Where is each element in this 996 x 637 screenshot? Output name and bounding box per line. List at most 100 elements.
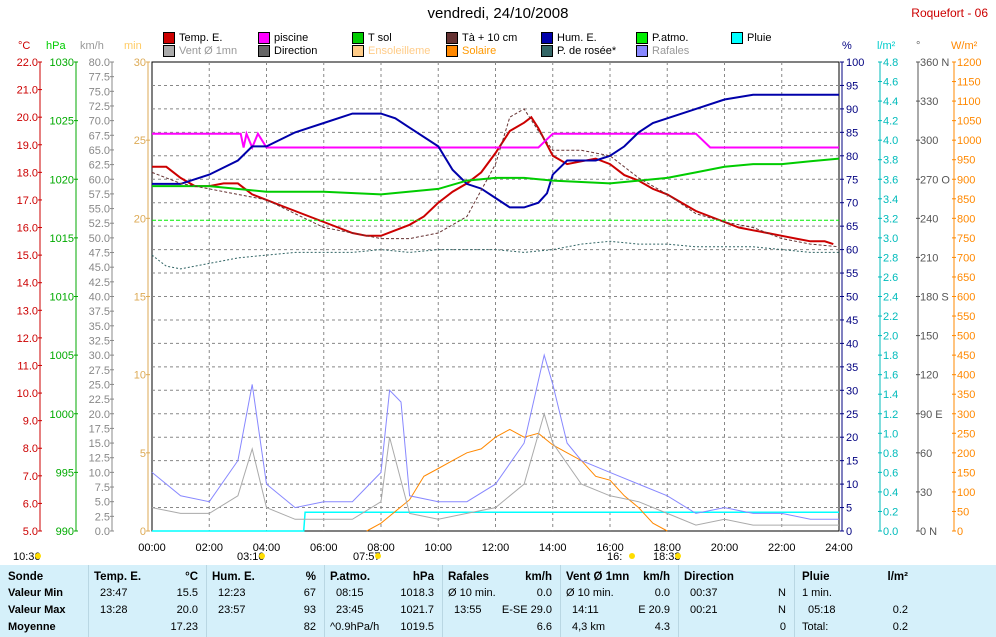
temp-axis-tick-label: 6.0 bbox=[23, 498, 38, 510]
direction-axis-tick-label: 90 E bbox=[920, 409, 943, 421]
wind-axis-tick-label: 65.0 bbox=[89, 145, 110, 157]
solar-axis-tick-label: 1150 bbox=[957, 77, 981, 89]
legend-label: Vent Ø 1mn bbox=[179, 45, 238, 57]
x-tick-label: 02:00 bbox=[195, 542, 223, 554]
pluie-section: Pluie l/m² 1 min. 05:18 0.2 Total: 0.2 bbox=[794, 565, 914, 637]
direction-axis-tick-label: 270 O bbox=[920, 174, 950, 186]
percent-axis-tick-label: 85 bbox=[846, 127, 858, 139]
wind-axis-tick-label: 62.5 bbox=[89, 160, 110, 172]
rain-axis-tick-label: 4.8 bbox=[883, 57, 898, 69]
rain-axis-tick-label: 3.0 bbox=[883, 233, 898, 245]
series-hum-e bbox=[152, 93, 839, 209]
temp-axis-tick-label: 5.0 bbox=[23, 526, 38, 538]
x-tick-label: 04:00 bbox=[253, 542, 281, 554]
legend-label: T sol bbox=[368, 32, 392, 44]
legend-swatch bbox=[541, 45, 553, 57]
temp-axis-tick-label: 10.0 bbox=[17, 388, 38, 400]
rain-axis-tick-label: 3.4 bbox=[883, 194, 898, 206]
solar-axis-tick-label: 650 bbox=[957, 272, 975, 284]
temp-axis-tick-label: 9.0 bbox=[23, 416, 38, 428]
wind-axis-tick-label: 77.5 bbox=[89, 72, 110, 84]
wind-axis-tick-label: 20.0 bbox=[89, 409, 110, 421]
wind-axis-tick-label: 75.0 bbox=[89, 86, 110, 98]
station-name: Roquefort - 06 bbox=[911, 6, 988, 20]
direction-axis-tick-label: 330 bbox=[920, 96, 938, 108]
series-temp-e bbox=[152, 115, 834, 246]
temp-axis-tick-label: 20.0 bbox=[17, 112, 38, 124]
wind-axis-tick-label: 30.0 bbox=[89, 350, 110, 362]
rain-axis-tick-label: 4.2 bbox=[883, 116, 898, 128]
wind-axis-tick-label: 12.5 bbox=[89, 453, 110, 465]
vent-distance: 4,3 km bbox=[572, 621, 606, 633]
direction-axis-tick-label: 360 N bbox=[920, 57, 949, 69]
wind-axis-tick-label: 10.0 bbox=[89, 467, 110, 479]
wind-axis-tick-label: 70.0 bbox=[89, 116, 110, 128]
legend-item: Vent Ø 1mn bbox=[163, 45, 237, 57]
temp-axis-tick-label: 14.0 bbox=[17, 278, 38, 290]
temp-axis-tick-label: 22.0 bbox=[17, 57, 38, 69]
hum-avg-value: 82 bbox=[303, 621, 316, 633]
rain-axis-tick-label: 2.4 bbox=[883, 292, 898, 304]
legend-swatch bbox=[258, 32, 270, 44]
wind-axis-tick-label: 2.5 bbox=[95, 511, 110, 523]
pressure-axis-tick-label: 1015 bbox=[50, 233, 74, 245]
hum-section: Hum. E. % 12:23 67 23:57 93 82 bbox=[206, 565, 325, 637]
legend-label: Hum. E. bbox=[557, 32, 597, 44]
series-solaire bbox=[366, 428, 668, 532]
temp-axis-tick-label: 11.0 bbox=[17, 360, 38, 372]
temp-axis-tick-label: 12.0 bbox=[17, 333, 38, 345]
wind-axis-tick-label: 47.5 bbox=[89, 248, 110, 260]
row-label-min: Valeur Min bbox=[8, 587, 64, 599]
rain-axis-tick-label: 0.0 bbox=[883, 526, 898, 538]
pluie-interval-label: 1 min. bbox=[802, 587, 832, 599]
legend-item: Ensoleilleme bbox=[352, 45, 430, 57]
pressure-axis-tick-label: 1025 bbox=[50, 116, 74, 128]
hum-min-time: 12:23 bbox=[218, 587, 246, 599]
unit-direction: ° bbox=[916, 40, 921, 52]
wind-axis-tick-label: 15.0 bbox=[89, 438, 110, 450]
unit-sun: min bbox=[124, 40, 142, 52]
solar-axis-tick-label: 50 bbox=[957, 506, 969, 518]
percent-axis-tick-label: 60 bbox=[846, 245, 858, 257]
temp-max-time: 13:28 bbox=[100, 604, 128, 616]
sun-marker-icon bbox=[675, 553, 681, 559]
solar-axis-tick-label: 950 bbox=[957, 155, 975, 167]
legend-label: P.atmo. bbox=[652, 32, 689, 44]
unit-rain: l/m² bbox=[877, 40, 896, 52]
percent-axis-tick-label: 20 bbox=[846, 432, 858, 444]
pluie-max-value: 0.2 bbox=[892, 604, 908, 616]
sun-axis-tick-label: 30 bbox=[134, 57, 146, 69]
direction-axis-tick-label: 0 N bbox=[920, 526, 937, 538]
wind-axis-tick-label: 5.0 bbox=[95, 497, 110, 509]
wind-axis-tick-label: 32.5 bbox=[89, 335, 110, 347]
legend-label: Temp. E. bbox=[179, 32, 223, 44]
rain-axis-tick-label: 0.8 bbox=[883, 448, 898, 460]
legend-swatch bbox=[541, 32, 553, 44]
sun-marker-icon bbox=[259, 553, 265, 559]
wind-axis-tick-label: 45.0 bbox=[89, 262, 110, 274]
vent-avg10-label: Ø 10 min. bbox=[566, 587, 614, 599]
x-tick-label: 08:00 bbox=[367, 542, 395, 554]
pressure-axis-tick-label: 995 bbox=[56, 467, 74, 479]
solar-axis-tick-label: 150 bbox=[957, 467, 975, 479]
direction-axis-tick-label: 240 bbox=[920, 213, 938, 225]
wind-axis-tick-label: 17.5 bbox=[89, 423, 110, 435]
temp-section: Temp. E. °C 23:47 15.5 13:28 20.0 17.23 bbox=[88, 565, 207, 637]
percent-axis-tick-label: 0 bbox=[846, 526, 852, 538]
solar-axis-tick-label: 450 bbox=[957, 350, 975, 362]
vent-header: Vent Ø 1mn bbox=[566, 571, 630, 583]
legend-label: P. de rosée* bbox=[557, 45, 617, 57]
pluie-unit: l/m² bbox=[887, 571, 908, 583]
series-pluie bbox=[152, 511, 839, 532]
x-tick-label: 24:00 bbox=[825, 542, 853, 554]
percent-axis-tick-label: 100 bbox=[846, 57, 864, 69]
rain-axis-tick-label: 1.2 bbox=[883, 409, 898, 421]
rain-axis-tick-label: 0.6 bbox=[883, 467, 898, 479]
pluie-header: Pluie bbox=[802, 571, 830, 583]
wind-axis-tick-label: 55.0 bbox=[89, 204, 110, 216]
rain-axis-tick-label: 1.0 bbox=[883, 428, 898, 440]
wind-axis-tick-label: 57.5 bbox=[89, 189, 110, 201]
x-tick-label: 00:00 bbox=[138, 542, 166, 554]
series-piscine bbox=[152, 130, 839, 151]
wind-axis-tick-label: 7.5 bbox=[95, 482, 110, 494]
